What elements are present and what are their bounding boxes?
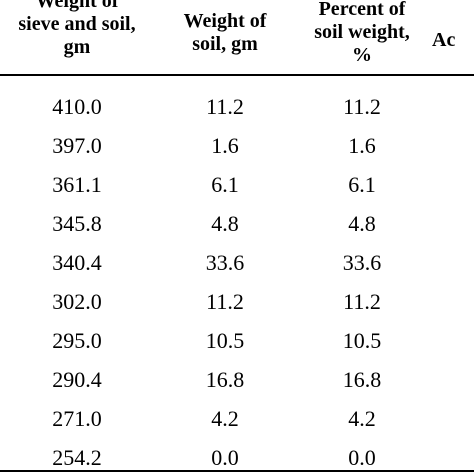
table-cell: 397.0 [52,133,102,158]
table-row: 397.0 1.6 1.6 [0,125,474,164]
table-cell: 1.6 [211,133,239,158]
header-percent-of-soil-weight: Percent of soil weight, % [314,0,410,66]
table-row: 340.4 33.6 33.6 [0,242,474,281]
header-truncated-column: Ac [432,29,456,51]
table-cell: 295.0 [52,328,102,353]
table-cell: 33.6 [342,250,382,275]
table-cell: 11.2 [343,94,381,119]
table-cell: 1.6 [348,133,376,158]
table-cell: 11.2 [206,94,244,119]
table-cell: 4.8 [211,211,239,236]
table-cell: 6.1 [348,172,376,197]
table-cell: 345.8 [52,211,102,236]
table-cell: 0.0 [348,445,376,470]
table-row: 271.0 4.2 4.2 [0,398,474,437]
table-cell: 254.2 [52,445,102,470]
table-cell: 290.4 [52,367,102,392]
table-row: 254.2 0.0 0.0 [0,437,474,476]
table-cell: 4.2 [211,406,239,431]
table-cell: 16.8 [205,367,245,392]
table-row: 290.4 16.8 16.8 [0,359,474,398]
header-weight-sieve-and-soil: Weight of sieve and soil, gm [18,0,136,58]
table-cell: 302.0 [52,289,102,314]
table-cell: 16.8 [342,367,382,392]
table-cell: 361.1 [52,172,102,197]
table-cell: 0.0 [211,445,239,470]
bottom-rule [0,470,474,472]
table-row: 302.0 11.2 11.2 [0,281,474,320]
table-row: 361.1 6.1 6.1 [0,164,474,203]
header-weight-of-soil: Weight of soil, gm [183,10,267,55]
table-cell: 6.1 [211,172,239,197]
table-cell: 33.6 [205,250,245,275]
table-cell: 11.2 [343,289,381,314]
header-rule [0,74,474,76]
table-cell: 10.5 [205,328,245,353]
table-row: 295.0 10.5 10.5 [0,320,474,359]
table-cell: 10.5 [342,328,382,353]
table-row: 345.8 4.8 4.8 [0,203,474,242]
table-row: 410.0 11.2 11.2 [0,86,474,125]
table-cell: 271.0 [52,406,102,431]
table-cell: 4.2 [348,406,376,431]
table-cell: 340.4 [52,250,102,275]
table-cell: 410.0 [52,94,102,119]
table-cell: 4.8 [348,211,376,236]
table-cell: 11.2 [206,289,244,314]
